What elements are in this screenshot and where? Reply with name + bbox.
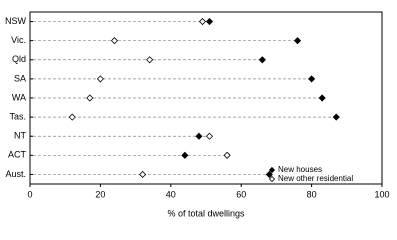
y-tick-label: SA xyxy=(14,73,26,83)
dot xyxy=(223,151,231,159)
x-tick-label: 0 xyxy=(27,189,32,199)
x-tick-label: 40 xyxy=(166,189,176,199)
y-tick-label: Vic. xyxy=(11,35,26,45)
dot xyxy=(110,37,119,45)
y-tick-label: NT xyxy=(14,131,26,141)
y-tick-label: Qld xyxy=(12,54,26,64)
dot xyxy=(195,132,203,140)
legend-marker xyxy=(268,166,276,174)
dot xyxy=(265,170,273,179)
dot xyxy=(318,94,326,102)
dot xyxy=(198,17,207,26)
legend-label: New other residential xyxy=(278,174,353,183)
dot xyxy=(146,56,154,64)
dot xyxy=(68,113,76,121)
dot xyxy=(181,151,189,159)
x-tick-label: 60 xyxy=(236,189,246,199)
dot xyxy=(96,75,104,83)
x-tick-label: 80 xyxy=(307,189,317,199)
y-tick-label: Tas. xyxy=(9,111,26,121)
dot xyxy=(86,94,94,102)
dot xyxy=(139,170,147,179)
x-axis-label: % of total dwellings xyxy=(167,208,245,218)
y-tick-label: NSW xyxy=(5,16,27,26)
dot xyxy=(205,17,214,26)
x-tick-label: 20 xyxy=(95,189,105,199)
chart: % of total dwellings 0 20 40 60 80 100 NSW Vic.… xyxy=(5,11,390,218)
dot xyxy=(293,37,302,45)
y-tick-label: WA xyxy=(12,92,26,102)
dot xyxy=(332,113,340,121)
page: {"chart_data": {"type": "dot", "categori… xyxy=(5,11,390,219)
dot xyxy=(308,75,316,83)
legend-label: New houses xyxy=(278,165,322,174)
y-tick-label: ACT xyxy=(8,150,27,160)
y-tick-label: Aust. xyxy=(5,169,26,179)
dot xyxy=(205,132,214,140)
dot xyxy=(258,56,266,64)
x-tick-label: 100 xyxy=(374,189,389,199)
legend-marker xyxy=(268,175,276,183)
